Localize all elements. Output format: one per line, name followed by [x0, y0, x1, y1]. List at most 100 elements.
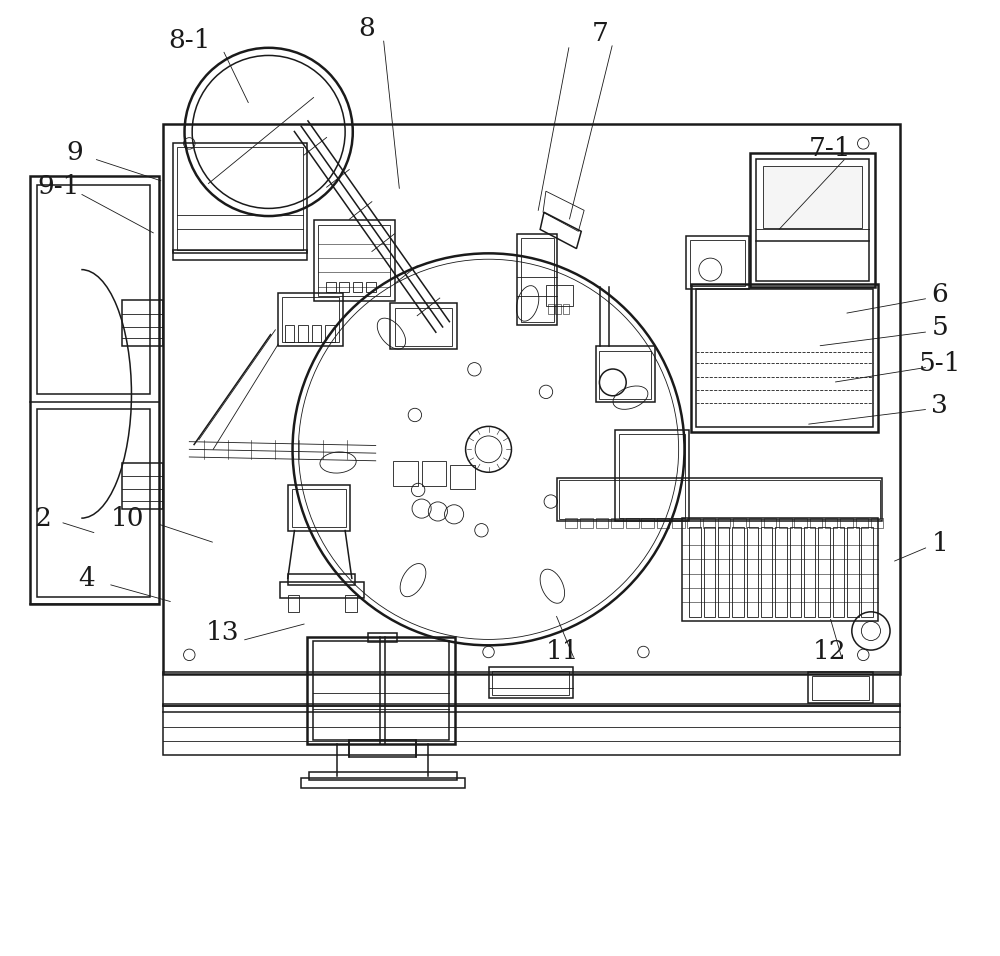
Bar [687, 518, 700, 528]
Bar [703, 518, 715, 528]
Bar [840, 518, 853, 528]
Bar [313, 641, 449, 740]
Bar [366, 282, 376, 292]
Bar [619, 434, 685, 518]
Bar [489, 667, 573, 698]
Bar [517, 234, 557, 325]
Bar [779, 518, 792, 528]
Bar [764, 518, 776, 528]
Bar [285, 325, 294, 342]
Text: 8-1: 8-1 [168, 28, 210, 53]
Text: 6: 6 [931, 282, 948, 307]
Bar [763, 166, 862, 228]
Text: 9: 9 [66, 141, 83, 165]
Bar [122, 300, 163, 346]
Bar [282, 297, 339, 342]
Bar [163, 704, 900, 755]
Bar [312, 325, 321, 342]
Bar [871, 518, 883, 528]
Bar [810, 518, 822, 528]
Bar [339, 282, 349, 292]
Bar [173, 143, 307, 253]
Bar [288, 595, 299, 612]
Text: 4: 4 [79, 566, 95, 591]
Bar [599, 351, 651, 399]
Bar [122, 463, 163, 509]
Bar [492, 671, 569, 695]
Bar [804, 527, 815, 617]
Text: 1: 1 [931, 531, 948, 555]
Bar [521, 238, 554, 322]
Bar [611, 518, 623, 528]
Bar [325, 325, 335, 342]
Text: 7: 7 [592, 21, 609, 46]
Text: 2: 2 [35, 506, 51, 531]
Bar [301, 778, 465, 788]
Bar [790, 527, 801, 617]
Bar [314, 220, 395, 301]
Text: 7-1: 7-1 [809, 136, 851, 161]
Bar [288, 574, 355, 585]
Bar [756, 159, 869, 281]
Bar [812, 676, 869, 700]
Bar [349, 740, 416, 757]
Bar [808, 672, 873, 703]
Bar [689, 527, 701, 617]
Bar [732, 527, 744, 617]
Bar [847, 527, 859, 617]
Bar [626, 518, 639, 528]
Bar [353, 282, 362, 292]
Bar [393, 461, 418, 486]
Bar [450, 465, 475, 489]
Bar [395, 308, 452, 346]
Bar [309, 772, 457, 780]
Bar [718, 518, 730, 528]
Bar [563, 304, 569, 314]
Text: 5-1: 5-1 [919, 351, 961, 376]
Bar [690, 240, 745, 286]
Bar [749, 518, 761, 528]
Bar [696, 289, 873, 427]
Bar [733, 518, 746, 528]
Bar [37, 409, 150, 597]
Text: 5: 5 [931, 315, 948, 340]
Text: 3: 3 [931, 393, 948, 418]
Bar [555, 304, 561, 314]
Text: 10: 10 [110, 506, 144, 531]
Bar [280, 582, 364, 598]
Bar [641, 518, 654, 528]
Bar [30, 176, 159, 604]
Bar [596, 518, 608, 528]
Bar [288, 485, 350, 531]
Bar [691, 284, 878, 432]
Bar [747, 527, 758, 617]
Text: 9-1: 9-1 [37, 174, 80, 199]
Bar [326, 282, 336, 292]
Bar [318, 225, 390, 296]
Bar [163, 672, 900, 706]
Bar [856, 518, 868, 528]
Bar [177, 147, 303, 250]
Bar [565, 518, 577, 528]
Bar [686, 236, 749, 289]
Bar [173, 250, 307, 260]
Text: 13: 13 [206, 620, 240, 645]
Bar [761, 527, 772, 617]
Text: 8: 8 [358, 16, 375, 41]
Bar [345, 595, 357, 612]
Bar [704, 527, 715, 617]
Bar [422, 461, 446, 486]
Bar [298, 325, 308, 342]
Bar [833, 527, 844, 617]
Bar [825, 518, 837, 528]
Bar [307, 637, 455, 744]
Bar [672, 518, 685, 528]
Bar [37, 185, 150, 394]
Bar [278, 293, 343, 346]
Bar [718, 527, 729, 617]
Bar [794, 518, 807, 528]
Bar [775, 527, 787, 617]
Bar [615, 430, 689, 521]
Bar [861, 527, 873, 617]
Bar [818, 527, 830, 617]
